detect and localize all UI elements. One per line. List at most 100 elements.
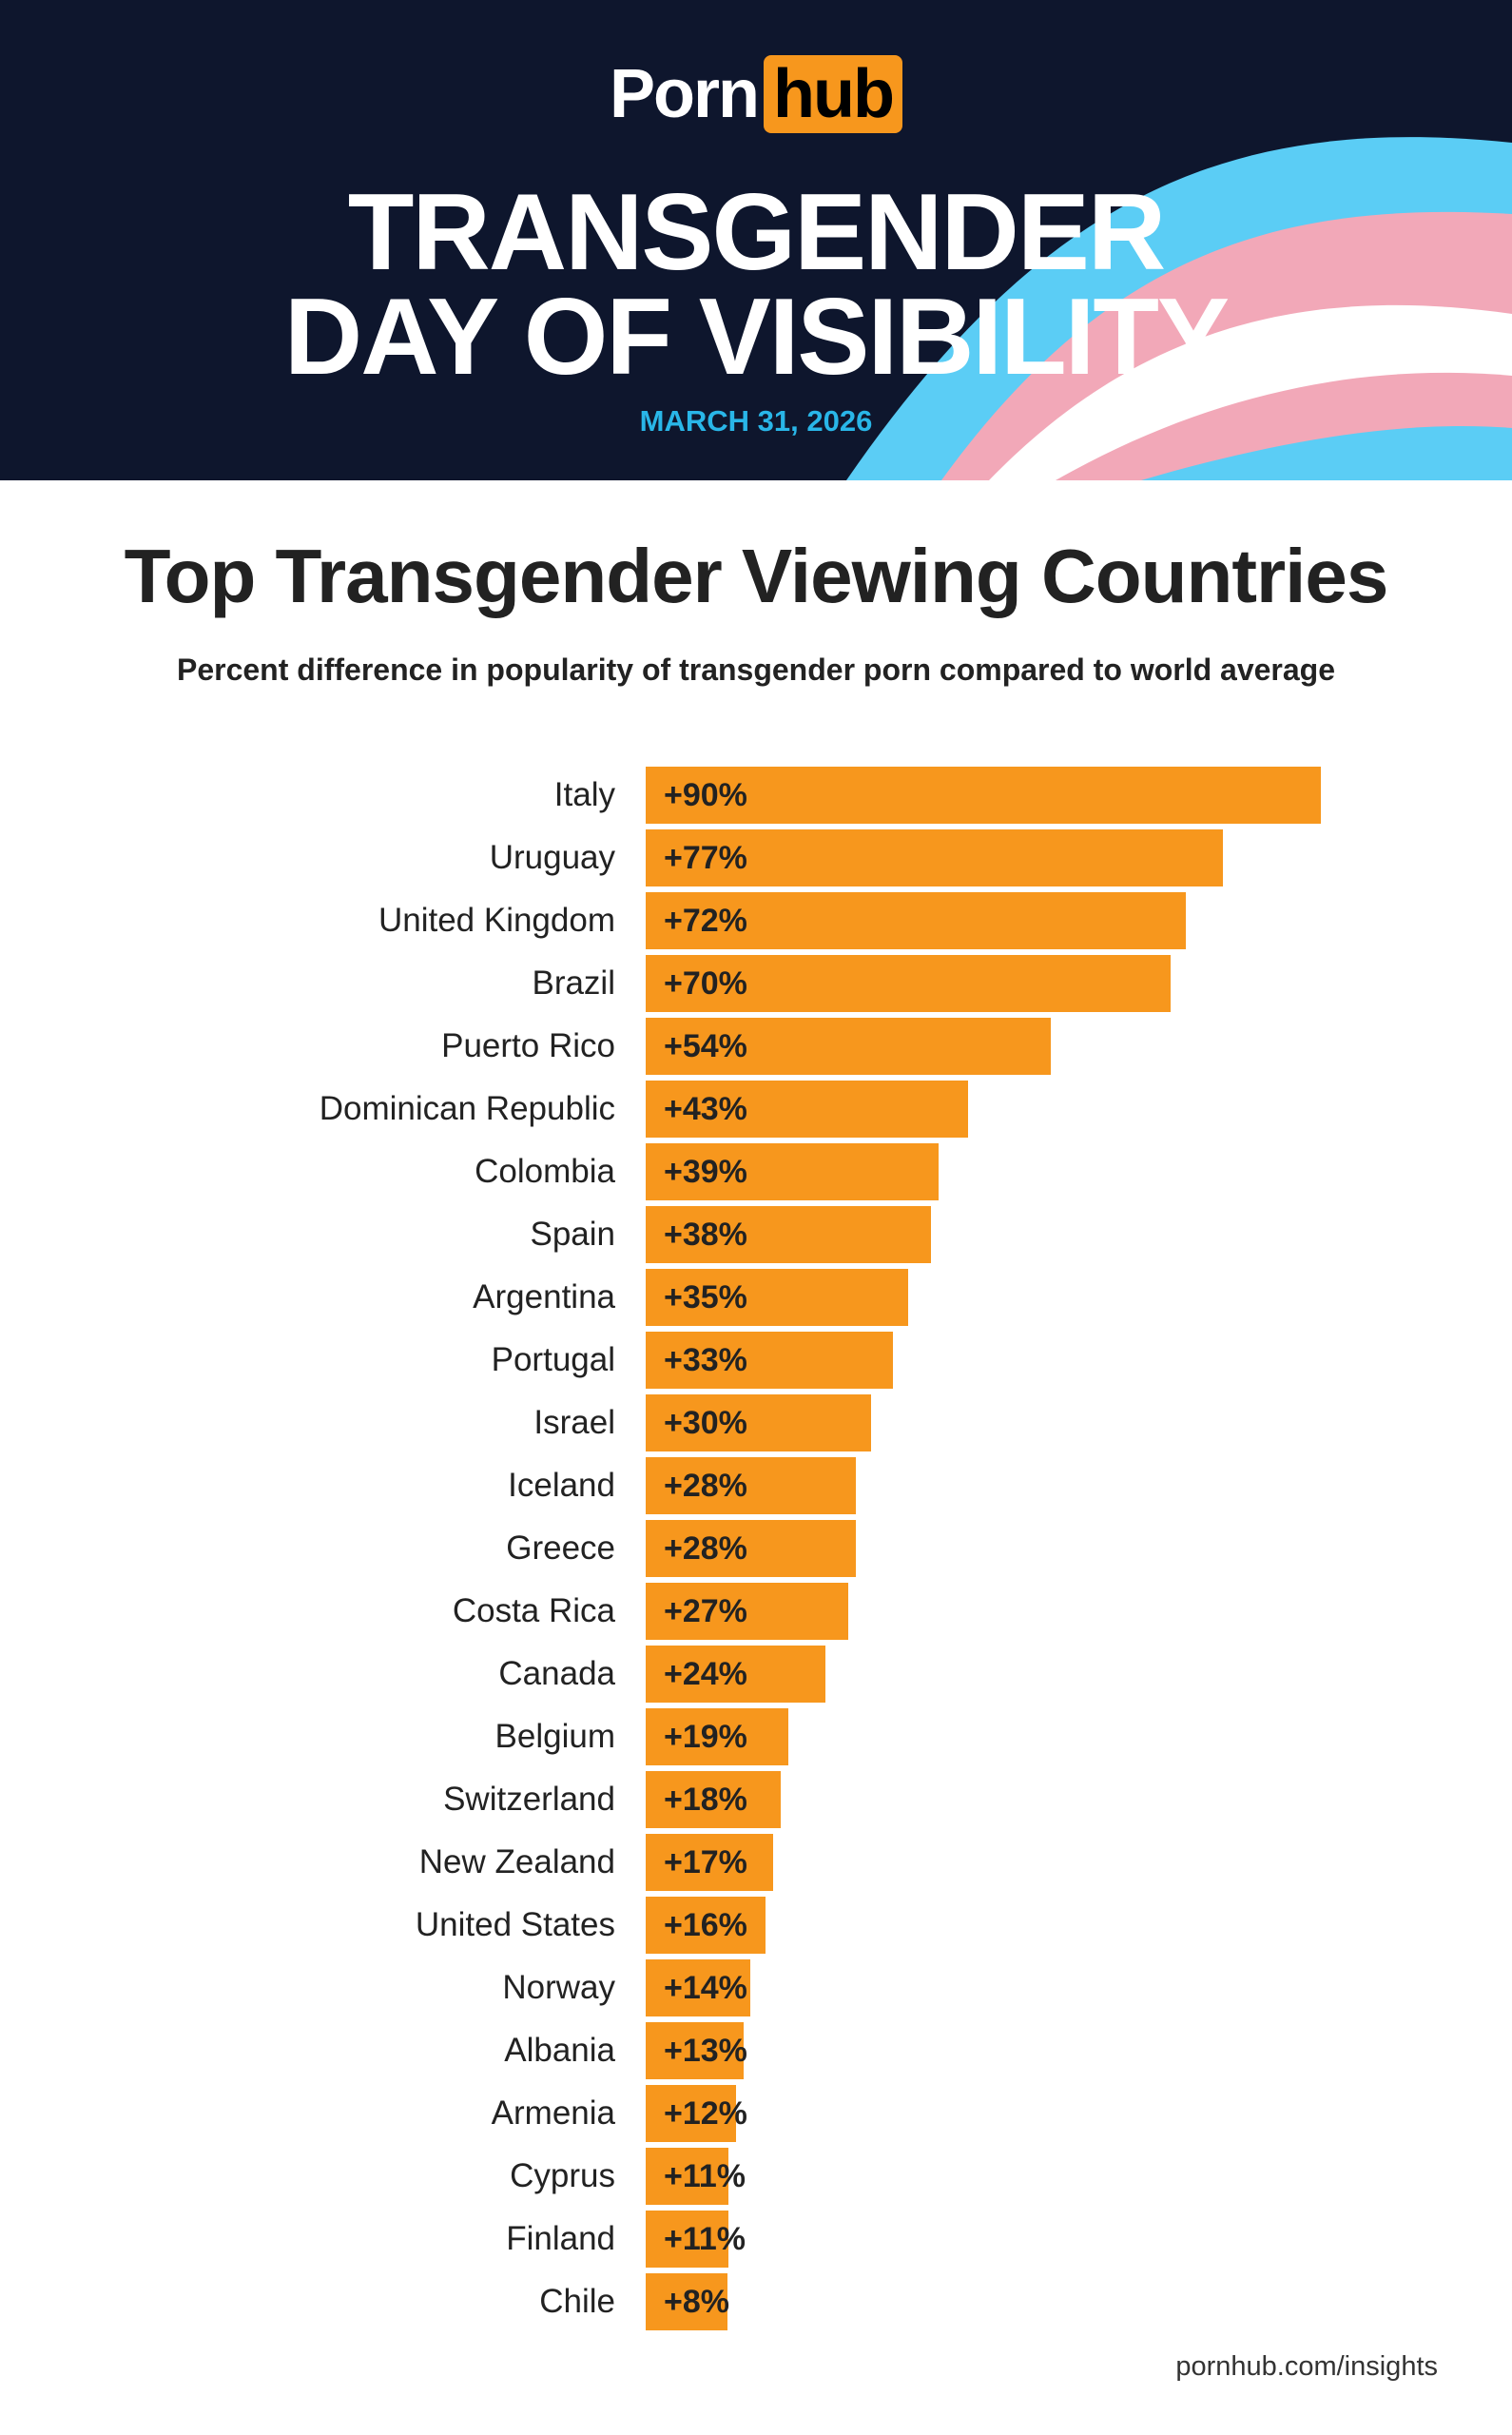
bar [646,2085,736,2142]
bar-row: Norway +14% [0,1959,1512,2016]
value-label: +14% [664,1970,747,2006]
bar-row: United Kingdom +72% [0,892,1512,949]
category-label: United States [415,1906,615,1943]
category-label: United Kingdom [378,902,615,939]
bar-row: Colombia +39% [0,1143,1512,1200]
value-label: +16% [664,1907,747,1943]
value-label: +8% [664,2284,729,2320]
bar [646,1332,894,1389]
bar-row: Canada +24% [0,1646,1512,1703]
bar-row: Armenia +12% [0,2085,1512,2142]
bar-row: Belgium +19% [0,1708,1512,1765]
value-label: +30% [664,1405,747,1441]
bar-row: Chile +8% [0,2273,1512,2330]
category-label: Puerto Rico [441,1027,615,1064]
bar [646,1834,774,1891]
category-label: Albania [504,2032,615,2069]
bar-row: Albania +13% [0,2022,1512,2079]
category-label: Chile [539,2283,615,2320]
category-label: Norway [502,1969,615,2006]
bar [646,1897,766,1954]
chart-title: Top Transgender Viewing Countries [124,534,1389,618]
category-label: Dominican Republic [319,1090,615,1127]
bar-row: Iceland +28% [0,1457,1512,1514]
bar [646,767,1321,824]
bar [646,1583,848,1640]
value-label: +33% [664,1342,747,1378]
bar-row: Spain +38% [0,1206,1512,1263]
bar-row: Argentina +35% [0,1269,1512,1326]
value-label: +90% [664,777,747,813]
value-label: +72% [664,903,747,939]
title-line-2: DAY OF VISIBILITY [283,277,1230,398]
bar [646,892,1186,949]
category-label: Spain [530,1216,615,1253]
bar [646,2148,728,2205]
bar [646,1206,931,1263]
value-label: +13% [664,2033,747,2069]
bar-row: New Zealand +17% [0,1834,1512,1891]
category-label: Canada [498,1655,615,1692]
category-label: Armenia [491,2094,615,2132]
value-label: +28% [664,1530,747,1567]
bar [646,955,1172,1012]
bar-row: Switzerland +18% [0,1771,1512,1828]
value-label: +24% [664,1656,747,1692]
category-label: Switzerland [443,1781,615,1818]
value-label: +11% [664,2221,746,2257]
value-label: +11% [664,2158,746,2194]
category-label: Israel [533,1404,615,1441]
bar-row: Israel +30% [0,1394,1512,1451]
value-label: +12% [664,2095,747,2132]
bar-row: Uruguay +77% [0,829,1512,886]
value-label: +38% [664,1217,747,1253]
bar [646,1018,1051,1075]
bar-row: Dominican Republic +43% [0,1081,1512,1138]
value-label: +35% [664,1279,747,1315]
bar-row: United States +16% [0,1897,1512,1954]
bar [646,1269,909,1326]
bar-row: Portugal +33% [0,1332,1512,1389]
bar [646,1771,781,1828]
value-label: +28% [664,1468,747,1504]
category-label: Uruguay [489,839,615,876]
value-label: +54% [664,1028,747,1064]
category-label: New Zealand [418,1843,615,1880]
bar [646,829,1224,886]
bar [646,1646,826,1703]
value-label: +43% [664,1091,747,1127]
bar-row: Puerto Rico +54% [0,1018,1512,1075]
bar [646,2211,728,2268]
value-label: +19% [664,1719,747,1755]
bar-row: Greece +28% [0,1520,1512,1577]
category-label: Greece [506,1529,615,1567]
bar [646,2022,744,2079]
bar [646,1959,751,2016]
bar [646,1708,788,1765]
category-label: Costa Rica [452,1592,615,1629]
value-label: +27% [664,1593,747,1629]
trans-flag-wave [846,137,1512,480]
bar-row: Finland +11% [0,2211,1512,2268]
category-label: Cyprus [510,2157,615,2194]
bar [646,1394,871,1451]
header-banner: Porn hub TRANSGENDER DAY OF VISIBILITY MA… [0,0,1512,480]
bar-row: Costa Rica +27% [0,1583,1512,1640]
logo: Porn hub [0,55,1512,133]
value-label: +39% [664,1154,747,1190]
bar [646,2273,727,2330]
category-label: Belgium [494,1718,615,1755]
bar [646,1081,969,1138]
chart-subtitle: Percent difference in popularity of tran… [176,653,1336,687]
category-label: Finland [506,2220,615,2257]
bar-row: Cyprus +11% [0,2148,1512,2205]
value-label: +77% [664,840,747,876]
source-link[interactable]: pornhub.com/insights [1175,2351,1438,2382]
category-label: Iceland [508,1467,615,1504]
category-label: Argentina [473,1278,615,1315]
value-label: +17% [664,1844,747,1880]
bar-row: Brazil +70% [0,955,1512,1012]
category-label: Italy [553,776,615,813]
value-label: +18% [664,1782,747,1818]
bar-row: Italy +90% [0,767,1512,824]
